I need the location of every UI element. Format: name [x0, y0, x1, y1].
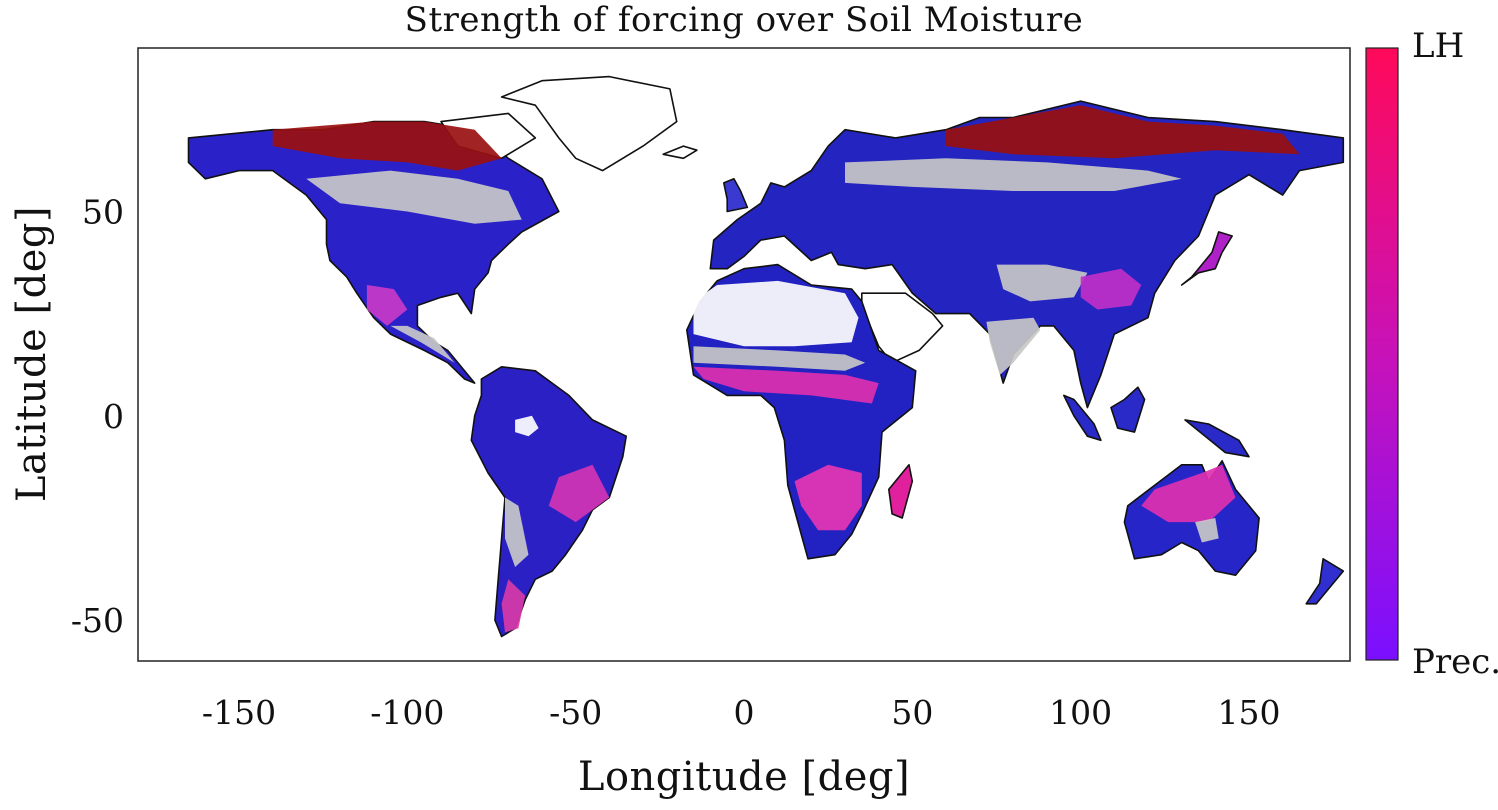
map-title: Strength of forcing over Soil Moisture	[404, 0, 1084, 40]
x-axis-label: Longitude [deg]	[577, 754, 911, 800]
plot-frame	[137, 47, 1351, 662]
x-tick-label: 150	[1218, 693, 1281, 732]
field-patch-tibet-gray	[996, 264, 1088, 302]
patch-layer	[272, 105, 1300, 633]
field-patch-australia-gray	[1195, 518, 1219, 543]
landmass-iceland	[662, 145, 698, 160]
landmass-borneo	[1110, 386, 1146, 433]
field-patch-siberia-dark-red	[946, 105, 1300, 159]
landmass-greenland	[500, 75, 678, 172]
x-tick-label: 0	[734, 693, 755, 732]
field-patch-sahel-gray	[693, 346, 866, 371]
field-patch-brazil-magenta	[548, 464, 610, 523]
field-patch-southern-africa-magenta	[794, 464, 862, 531]
x-tick-label: -150	[202, 693, 276, 732]
field-patch-canada-gray	[306, 170, 522, 224]
y-tick-label: 50	[82, 192, 124, 231]
field-patch-amazon-white	[515, 415, 539, 437]
x-tick-label: 50	[891, 693, 933, 732]
x-tick-label: -50	[549, 693, 602, 732]
field-patch-canada-dark-red	[272, 121, 502, 171]
x-axis-ticks: -150 -100 -50 0 50 100 150	[202, 693, 1281, 732]
field-patch-mexico-gray	[390, 325, 455, 363]
landmass-south-america	[470, 365, 628, 638]
x-tick-label: -100	[370, 693, 444, 732]
y-axis-label: Latitude [deg]	[9, 205, 55, 503]
landmass-sumatra	[1063, 394, 1102, 442]
y-axis-ticks: 50 0 -50	[71, 192, 124, 640]
landmass-madagascar	[887, 463, 914, 519]
field-patch-sahel-magenta	[693, 366, 879, 404]
x-tick-label: 100	[1049, 693, 1112, 732]
colorbar-bottom-label: Prec.	[1412, 642, 1498, 682]
field-patch-patagonia-magenta	[501, 579, 526, 633]
field-patch-andes-gray	[505, 497, 529, 567]
landmass-britain	[722, 178, 749, 213]
field-patch-china-magenta	[1080, 268, 1142, 310]
landmass-new-zealand	[1305, 557, 1345, 605]
landmass-japan	[1180, 231, 1233, 286]
y-tick-label: -50	[71, 601, 124, 640]
field-patch-india-gray	[986, 317, 1041, 375]
field-patch-sahara-white	[693, 280, 859, 347]
field-patch-australia-magenta	[1141, 464, 1236, 523]
colorbar	[1365, 47, 1399, 661]
colorbar-top-label: LH	[1412, 26, 1465, 66]
y-tick-label: 0	[103, 397, 124, 436]
field-patch-siberia-gray	[845, 158, 1182, 191]
field-patch-usa-magenta	[366, 285, 408, 326]
landmass-new-guinea	[1184, 419, 1250, 458]
